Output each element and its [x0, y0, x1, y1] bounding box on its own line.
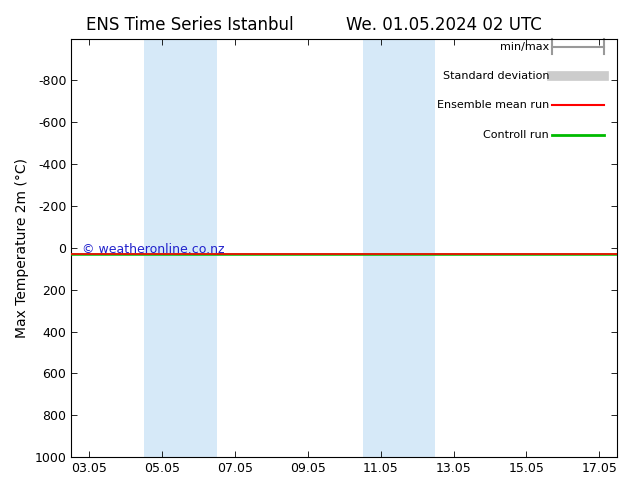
Text: Controll run: Controll run	[483, 130, 549, 140]
Text: Standard deviation: Standard deviation	[443, 71, 549, 81]
Text: © weatheronline.co.nz: © weatheronline.co.nz	[82, 244, 224, 256]
Text: min/max: min/max	[500, 42, 549, 52]
Y-axis label: Max Temperature 2m (°C): Max Temperature 2m (°C)	[15, 158, 29, 338]
Bar	[363, 39, 436, 457]
Text: Ensemble mean run: Ensemble mean run	[437, 100, 549, 111]
Text: We. 01.05.2024 02 UTC: We. 01.05.2024 02 UTC	[346, 16, 541, 34]
Bar	[144, 39, 217, 457]
Text: ENS Time Series Istanbul: ENS Time Series Istanbul	[86, 16, 294, 34]
